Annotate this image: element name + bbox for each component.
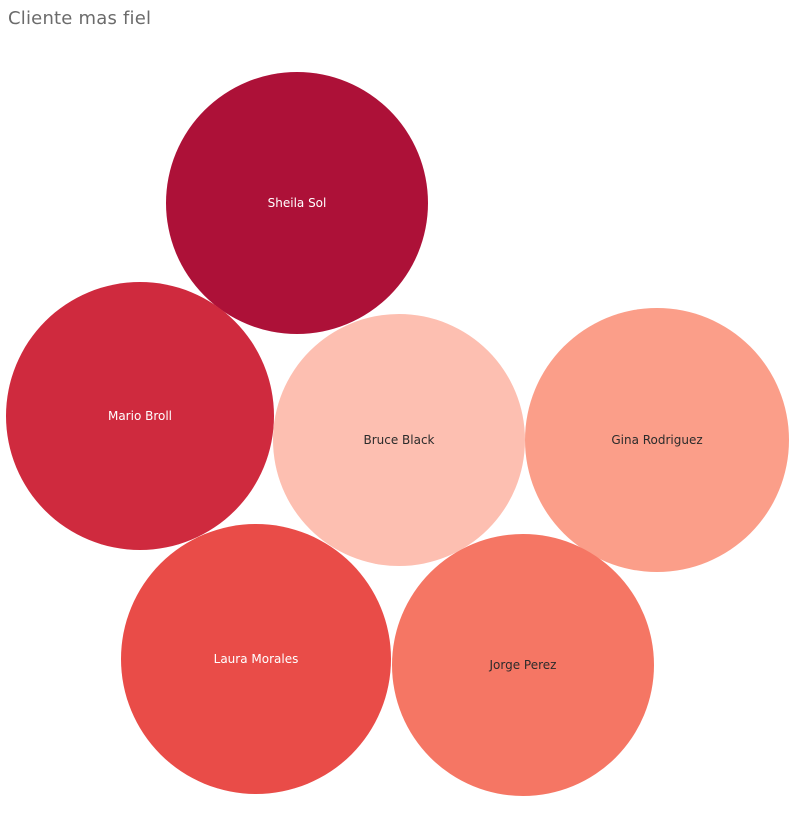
bubble-label-jorge-perez: Jorge Perez (489, 658, 557, 672)
bubble-jorge-perez[interactable] (392, 534, 654, 796)
bubble-label-sheila-sol: Sheila Sol (268, 196, 327, 210)
bubble-gina-rodriguez[interactable] (525, 308, 789, 572)
bubble-label-bruce-black: Bruce Black (363, 433, 434, 447)
bubble-bruce-black[interactable] (273, 314, 525, 566)
bubble-laura-morales[interactable] (121, 524, 391, 794)
bubble-label-laura-morales: Laura Morales (214, 652, 299, 666)
page-title: Cliente mas fiel (8, 8, 152, 29)
bubble-mario-broll[interactable] (6, 282, 274, 550)
bubble-label-gina-rodriguez: Gina Rodriguez (611, 433, 702, 447)
bubble-label-mario-broll: Mario Broll (108, 409, 172, 423)
bubble-sheila-sol[interactable] (166, 72, 428, 334)
